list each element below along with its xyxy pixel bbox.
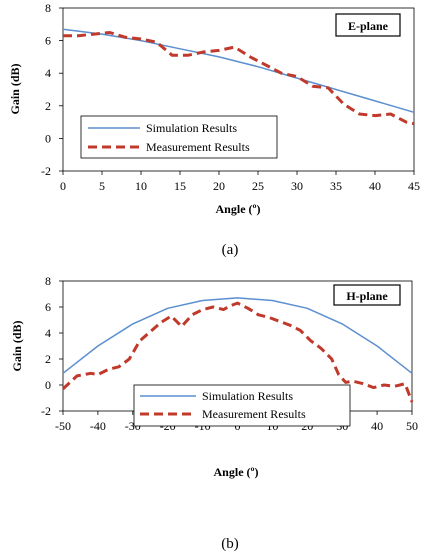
legend-label-measurement: Measurement Results — [146, 140, 250, 154]
x-tick-label: 5 — [99, 179, 105, 193]
y-tick-label: 0 — [45, 378, 51, 392]
x-tick-label: 15 — [174, 179, 186, 193]
y-tick-labels: -2 0 2 4 6 8 — [41, 1, 63, 178]
series-group — [61, 297, 414, 403]
y-tick-label: -2 — [41, 164, 51, 178]
x-tick-label: 30 — [291, 179, 303, 193]
x-tick-label: -40 — [90, 419, 106, 433]
plane-label-box: H-plane — [333, 284, 401, 306]
y-tick-label: 6 — [45, 300, 51, 314]
y-tick-label: 8 — [45, 1, 51, 15]
y-tick-label: 8 — [45, 274, 51, 288]
plane-label: E-plane — [348, 19, 389, 33]
legend-label-simulation: Simulation Results — [146, 121, 237, 135]
chart-e-plane: -2 0 2 4 6 8 0 5 10 15 20 25 30 35 40 45 E-plane Simul… — [8, 1, 420, 216]
y-tick-label: -2 — [41, 404, 51, 418]
x-tick-label: 35 — [330, 179, 342, 193]
y-tick-label: 4 — [45, 326, 51, 340]
y-tick-labels: -2 0 2 4 6 8 — [41, 274, 63, 418]
y-tick-label: 6 — [45, 34, 51, 48]
x-tick-label: 40 — [369, 179, 381, 193]
legend: Simulation Results Measurement Results — [133, 384, 351, 427]
caption-a: (a) — [222, 242, 239, 258]
x-tick-label: 50 — [406, 419, 418, 433]
caption-b: (b) — [221, 536, 239, 552]
y-tick-label: 2 — [45, 99, 51, 113]
y-tick-label: 2 — [45, 352, 51, 366]
measurement-series-line — [63, 31, 415, 126]
plane-label-box: E-plane — [335, 13, 401, 37]
x-tick-label: 0 — [60, 179, 66, 193]
simulation-series-line — [62, 297, 413, 374]
legend-label-measurement: Measurement Results — [202, 407, 306, 421]
x-tick-labels: 0 5 10 15 20 25 30 35 40 45 — [60, 171, 420, 193]
x-axis-label: Angle (º) — [216, 202, 261, 216]
legend: Simulation Results Measurement Results — [80, 115, 278, 159]
y-axis-label: Gain (dB) — [8, 63, 22, 114]
series-group — [62, 28, 415, 126]
x-tick-label: 25 — [252, 179, 264, 193]
x-tick-label: -50 — [55, 419, 71, 433]
plane-label: H-plane — [346, 289, 388, 303]
x-tick-label: 10 — [135, 179, 147, 193]
measurement-series-line — [61, 301, 414, 403]
x-tick-label: 20 — [213, 179, 225, 193]
y-axis-label: Gain (dB) — [10, 320, 24, 371]
x-tick-label: 40 — [371, 419, 383, 433]
legend-label-simulation: Simulation Results — [202, 389, 293, 403]
x-axis-label: Angle (º) — [214, 465, 259, 479]
y-tick-label: 4 — [45, 66, 51, 80]
y-tick-label: 0 — [45, 131, 51, 145]
x-tick-label: 45 — [408, 179, 420, 193]
